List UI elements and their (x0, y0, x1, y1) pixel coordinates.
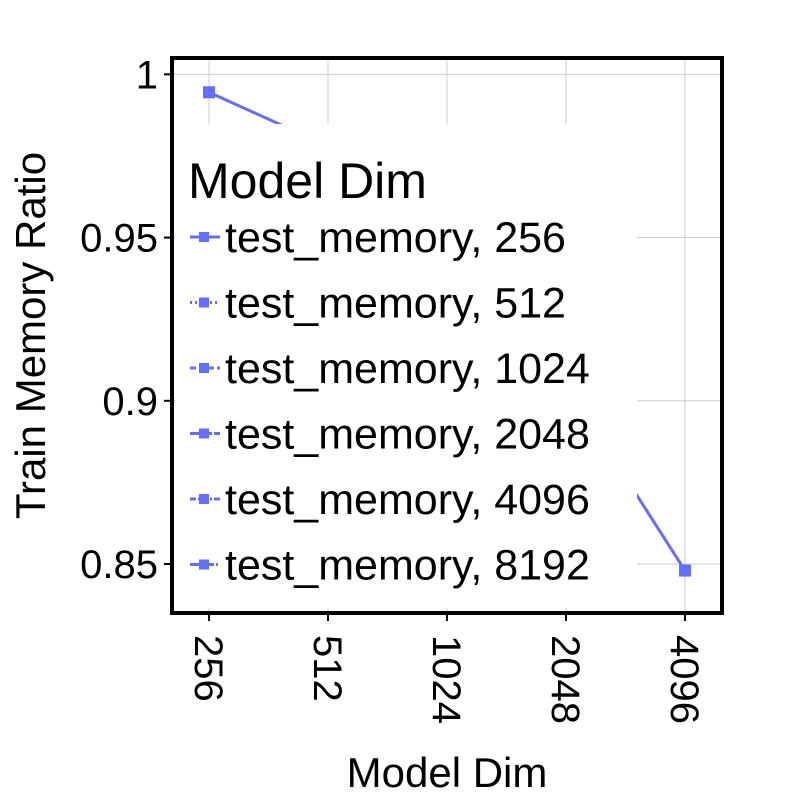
legend-label: test_memory, 1024 (225, 345, 590, 393)
legend-marker-swatch (199, 232, 209, 242)
legend-item[interactable]: test_memory, 4096 (190, 476, 590, 524)
legend-label: test_memory, 2048 (225, 411, 590, 459)
legend[interactable]: Model Dim test_memory, 256 test_memory, 51… (175, 124, 637, 608)
axes: 1 0.95 0.9 0.85 256 512 1024 2048 4096 (80, 53, 706, 724)
x-tick-label: 512 (305, 635, 349, 702)
x-tick-label: 2048 (543, 635, 587, 724)
legend-label: test_memory, 256 (225, 214, 566, 262)
legend-item[interactable]: test_memory, 1024 (190, 345, 590, 393)
y-tick-label: 1 (136, 53, 158, 97)
legend-marker-swatch (199, 297, 209, 308)
y-tick-label: 0.85 (80, 543, 158, 587)
legend-item[interactable]: test_memory, 512 (190, 280, 566, 328)
legend-label: test_memory, 8192 (225, 542, 590, 590)
y-axis-title: Train Memory Ratio (7, 152, 54, 519)
legend-marker-swatch (199, 559, 209, 570)
x-tick-label: 256 (186, 635, 230, 702)
legend-item[interactable]: test_memory, 2048 (190, 411, 590, 459)
legend-item[interactable]: test_memory, 8192 (190, 542, 590, 590)
legend-item[interactable]: test_memory, 256 (190, 214, 566, 262)
x-tick-label: 1024 (424, 635, 468, 724)
legend-marker-swatch (199, 428, 209, 439)
x-axis-title: Model Dim (347, 749, 548, 796)
data-point (679, 564, 691, 577)
legend-marker-swatch (199, 363, 209, 373)
legend-marker-swatch (199, 494, 209, 504)
data-point (203, 86, 215, 99)
legend-title: Model Dim (188, 153, 427, 209)
y-tick-label: 0.9 (102, 380, 158, 424)
legend-background (175, 124, 637, 608)
x-tick-label: 4096 (662, 635, 706, 724)
legend-label: test_memory, 4096 (225, 476, 590, 524)
legend-label: test_memory, 512 (225, 280, 566, 328)
y-tick-label: 0.95 (80, 217, 158, 261)
